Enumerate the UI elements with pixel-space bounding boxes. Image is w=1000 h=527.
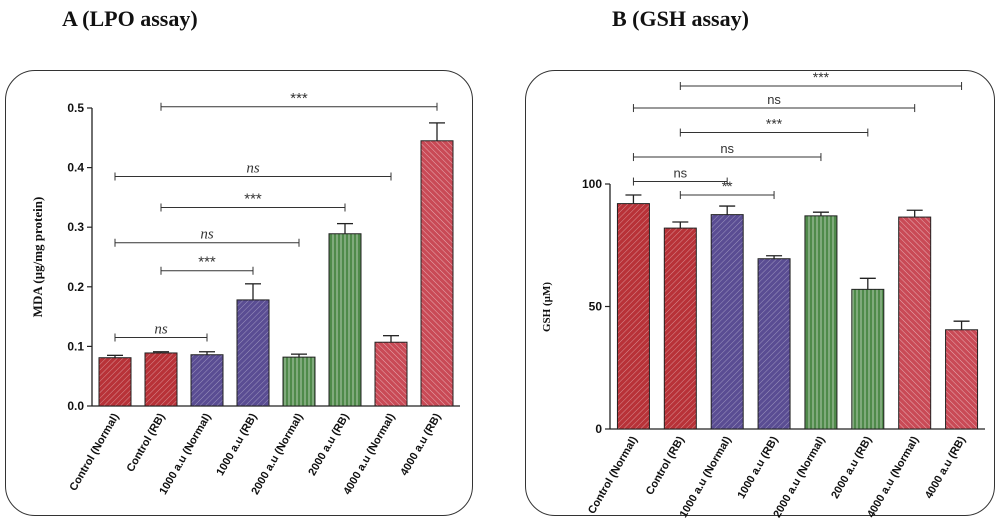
significance-label: *** [813,69,830,85]
bar [851,288,885,430]
bar [420,140,454,407]
category-label: 1000 a.u (RB) [735,434,780,501]
category-label: 2000 a.u (Normal) [771,434,827,520]
bar [328,233,362,407]
significance-label: ** [722,178,733,194]
y-axis-label: GSH (µM) [541,282,553,332]
significance-label: ns [200,227,214,243]
bar [663,227,697,430]
y-tick-label: 0.5 [67,101,84,115]
panel-a-title: A (LPO assay) [62,6,198,31]
bar [374,341,408,407]
category-label: 4000 a.u (Normal) [865,434,921,520]
significance-label: ns [767,92,781,107]
bar [757,258,791,430]
significance-label: *** [198,254,216,271]
y-tick-label: 0.0 [67,399,84,413]
bar [98,357,132,407]
y-tick-label: 0.3 [67,220,84,234]
bar [144,352,178,407]
significance-label: ns [246,161,260,177]
category-label: Control (RB) [644,434,687,497]
panel-a-frame [5,70,473,516]
significance-label: *** [290,90,308,107]
gsh-plot: 0 50 100 GSH (µM) Control (Normal) Control (R… [541,69,985,520]
category-label: 4000 a.u (RB) [923,434,968,501]
significance-label: *** [766,116,783,132]
category-label: 1000 a.u (Normal) [678,434,734,520]
y-tick-label: 0 [595,422,602,436]
bar [804,215,838,430]
y-axis-label: MDA (µg/mg protein) [30,197,45,318]
bar [898,216,932,430]
bar [236,299,270,407]
bar [190,354,224,407]
panel-b-title: B (GSH assay) [612,6,749,31]
significance-label: ns [154,321,168,337]
bar [945,329,979,430]
category-label: Control (Normal) [586,434,640,516]
bar [282,356,316,407]
category-label: 2000 a.u (RB) [829,434,874,501]
bar [616,203,650,430]
bar [710,214,744,430]
y-tick-label: 50 [589,300,603,314]
y-tick-label: 0.1 [67,339,84,353]
y-tick-label: 100 [582,177,602,191]
significance-label: *** [244,191,262,208]
significance-label: ns [673,166,687,181]
y-tick-label: 0.2 [67,280,84,294]
significance-label: ns [720,141,734,156]
y-tick-label: 0.4 [67,161,84,175]
